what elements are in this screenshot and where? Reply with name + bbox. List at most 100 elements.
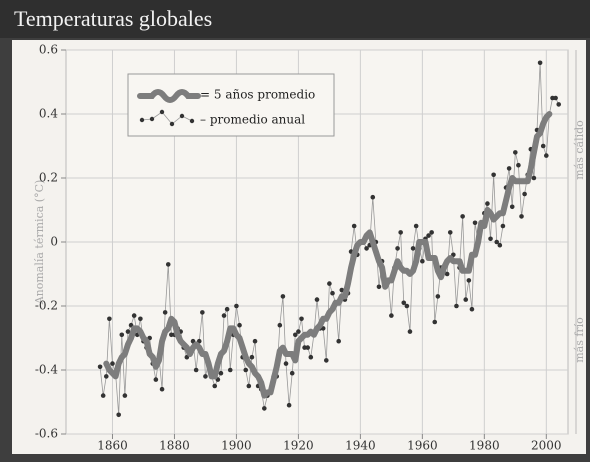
data-point — [224, 306, 230, 312]
data-point — [426, 233, 431, 238]
data-point — [339, 287, 345, 293]
chart-title: Temperaturas globales — [14, 6, 212, 31]
data-point — [165, 262, 171, 267]
title-bar — [0, 0, 590, 38]
data-point — [293, 332, 298, 338]
y-axis-label: Anomalía térmica (°C) — [33, 180, 46, 306]
data-point — [556, 102, 562, 107]
data-point — [97, 364, 103, 370]
marks — [97, 60, 562, 418]
data-point — [376, 284, 382, 290]
data-point — [407, 329, 413, 334]
legend-swatch-dot — [159, 109, 165, 115]
data-point — [308, 354, 314, 360]
data-point — [314, 297, 320, 302]
data-point — [509, 204, 515, 210]
data-point — [519, 214, 524, 219]
x-tick-label: 1920 — [283, 439, 314, 453]
data-point — [116, 412, 121, 418]
data-point — [100, 393, 106, 398]
y-tick-label: -0.6 — [35, 427, 58, 441]
data-point — [131, 313, 137, 318]
legend-swatch-dot — [189, 118, 195, 124]
data-point — [200, 310, 205, 315]
x-tick-label: 2000 — [531, 439, 562, 453]
data-point — [125, 329, 131, 334]
data-point — [485, 201, 490, 206]
data-point — [488, 236, 493, 242]
data-point — [159, 386, 165, 392]
x-tick-label: 1900 — [221, 439, 252, 453]
data-point — [296, 329, 301, 334]
data-point — [491, 172, 496, 178]
y-tick-label: 0.4 — [39, 107, 58, 121]
data-point — [444, 271, 450, 277]
data-point — [553, 95, 558, 101]
data-point — [122, 393, 128, 398]
data-point — [330, 290, 335, 296]
data-point — [227, 367, 233, 373]
data-point — [119, 332, 125, 338]
data-point — [336, 338, 341, 344]
data-point — [410, 246, 416, 251]
data-point — [249, 354, 255, 360]
data-point — [280, 294, 286, 299]
data-point — [351, 223, 357, 229]
data-point — [506, 166, 512, 171]
data-point — [432, 319, 438, 325]
y-tick-label: 0 — [50, 235, 58, 249]
data-point — [389, 313, 394, 318]
legend-swatch-dot — [169, 121, 175, 127]
data-point — [494, 239, 500, 245]
data-point — [221, 313, 227, 318]
data-point — [447, 230, 453, 235]
side-label-warm: más cálido — [573, 120, 586, 180]
data-point — [540, 143, 546, 149]
data-point — [252, 338, 258, 344]
legend-swatch-dot — [179, 113, 185, 119]
data-point — [289, 370, 295, 376]
x-tick-label: 1980 — [469, 439, 500, 453]
data-point — [246, 383, 252, 389]
legend-box — [127, 73, 335, 137]
data-point — [398, 230, 403, 235]
data-point — [370, 194, 376, 200]
data-point — [522, 191, 527, 197]
y-tick-label: 0.6 — [39, 43, 58, 57]
data-point — [327, 281, 332, 286]
data-point — [404, 303, 410, 309]
legend-swatch-dot — [149, 116, 155, 122]
data-point — [212, 383, 218, 389]
data-point — [234, 303, 239, 309]
data-point — [544, 153, 549, 158]
data-point — [323, 358, 329, 363]
x-tick-label: 1960 — [407, 439, 438, 453]
x-tick-label: 1940 — [345, 439, 376, 453]
data-point — [218, 370, 224, 376]
data-point — [203, 374, 208, 379]
data-point — [193, 367, 199, 373]
data-point — [277, 322, 283, 328]
data-point — [531, 175, 537, 181]
data-point — [466, 278, 472, 283]
legend-label: = 5 años promedio — [200, 88, 315, 102]
data-point — [110, 361, 115, 366]
data-point — [469, 306, 475, 312]
data-point — [500, 223, 506, 229]
data-point — [305, 345, 311, 350]
data-point — [497, 242, 503, 248]
data-point — [138, 316, 143, 322]
data-point — [463, 297, 469, 302]
y-tick-label: 0.2 — [39, 171, 58, 185]
data-point — [413, 223, 419, 229]
data-point — [299, 316, 304, 322]
legend-swatch-dot — [139, 117, 145, 123]
data-point — [435, 294, 441, 299]
y-tick-label: -0.2 — [35, 299, 58, 313]
legend-swatch-smooth — [137, 89, 201, 103]
data-point — [429, 230, 434, 235]
data-point — [460, 214, 465, 219]
legend-label: – promedio anual — [200, 113, 305, 127]
